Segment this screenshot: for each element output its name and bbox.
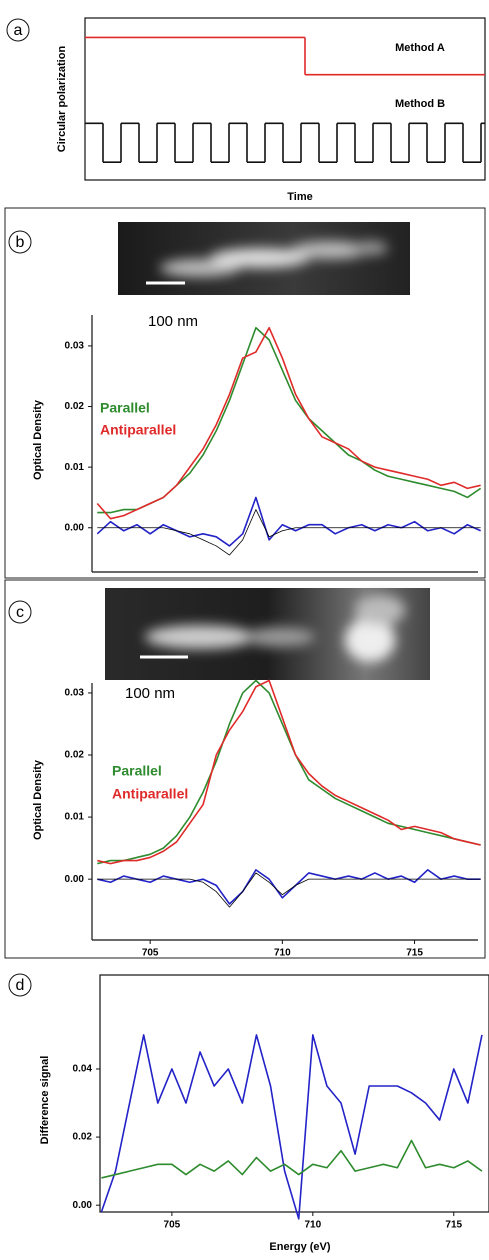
scale-bar-label: 100 nm — [148, 313, 198, 330]
legend-label: Method A — [395, 42, 445, 54]
data-line — [97, 869, 481, 905]
panel-badge — [8, 600, 32, 624]
panel-frame — [4, 207, 486, 579]
y-axis-label: Circular polarization — [56, 46, 68, 153]
data-line — [101, 1139, 483, 1179]
y-tick-label: 0.04 — [73, 1064, 93, 1075]
x-tick-label: 710 — [274, 948, 291, 959]
scale-bar-label: 100 nm — [125, 685, 175, 702]
y-tick-label: 0.00 — [65, 522, 85, 533]
legend-label: Method B — [395, 98, 445, 110]
data-line — [96, 496, 481, 547]
y-tick-label: 0.01 — [65, 812, 85, 823]
y-tick-label: 0.02 — [65, 750, 85, 761]
micrograph — [105, 588, 430, 680]
panel-label: a — [14, 22, 23, 39]
y-axis-label: Optical Density — [32, 399, 44, 480]
x-tick-label: 715 — [445, 1220, 462, 1231]
y-tick-label: 0.02 — [73, 1132, 93, 1143]
legend-label: Parallel — [100, 400, 150, 416]
data-line — [97, 679, 481, 865]
data-line — [97, 509, 481, 556]
panel-badge — [6, 18, 30, 42]
legend-label: Antiparallel — [100, 422, 176, 438]
x-tick-label: 715 — [406, 948, 423, 959]
legend-label: Antiparallel — [112, 786, 188, 802]
y-axis-label: Optical Density — [32, 759, 44, 840]
data-line — [97, 326, 482, 514]
y-tick-label: 0.02 — [65, 401, 85, 412]
panel-label: c — [16, 604, 24, 621]
panel-frame — [4, 579, 486, 959]
x-axis-label: Energy (eV) — [269, 1241, 330, 1253]
panel-badge — [8, 973, 32, 997]
y-tick-label: 0.03 — [65, 688, 85, 699]
data-line — [97, 679, 481, 865]
plot-frame — [99, 974, 489, 1213]
panel-badge — [8, 230, 32, 254]
y-tick-label: 0.01 — [65, 462, 85, 473]
x-tick-label: 710 — [304, 1220, 321, 1231]
data-line — [96, 326, 481, 520]
panel-label: b — [16, 234, 25, 251]
legend-label: Parallel — [112, 763, 162, 779]
y-tick-label: 0.03 — [65, 341, 85, 352]
x-tick-label: 705 — [164, 1220, 181, 1231]
data-line — [97, 872, 481, 908]
data-line — [100, 1034, 483, 1220]
y-tick-label: 0.00 — [73, 1200, 93, 1211]
x-axis-label: Time — [287, 191, 312, 203]
y-tick-label: 0.00 — [65, 874, 85, 885]
y-axis-label: Difference signal — [39, 1056, 51, 1145]
micrograph — [118, 222, 410, 295]
x-tick-label: 705 — [142, 948, 159, 959]
panel-label: d — [16, 977, 25, 994]
plot-frame — [84, 17, 486, 181]
